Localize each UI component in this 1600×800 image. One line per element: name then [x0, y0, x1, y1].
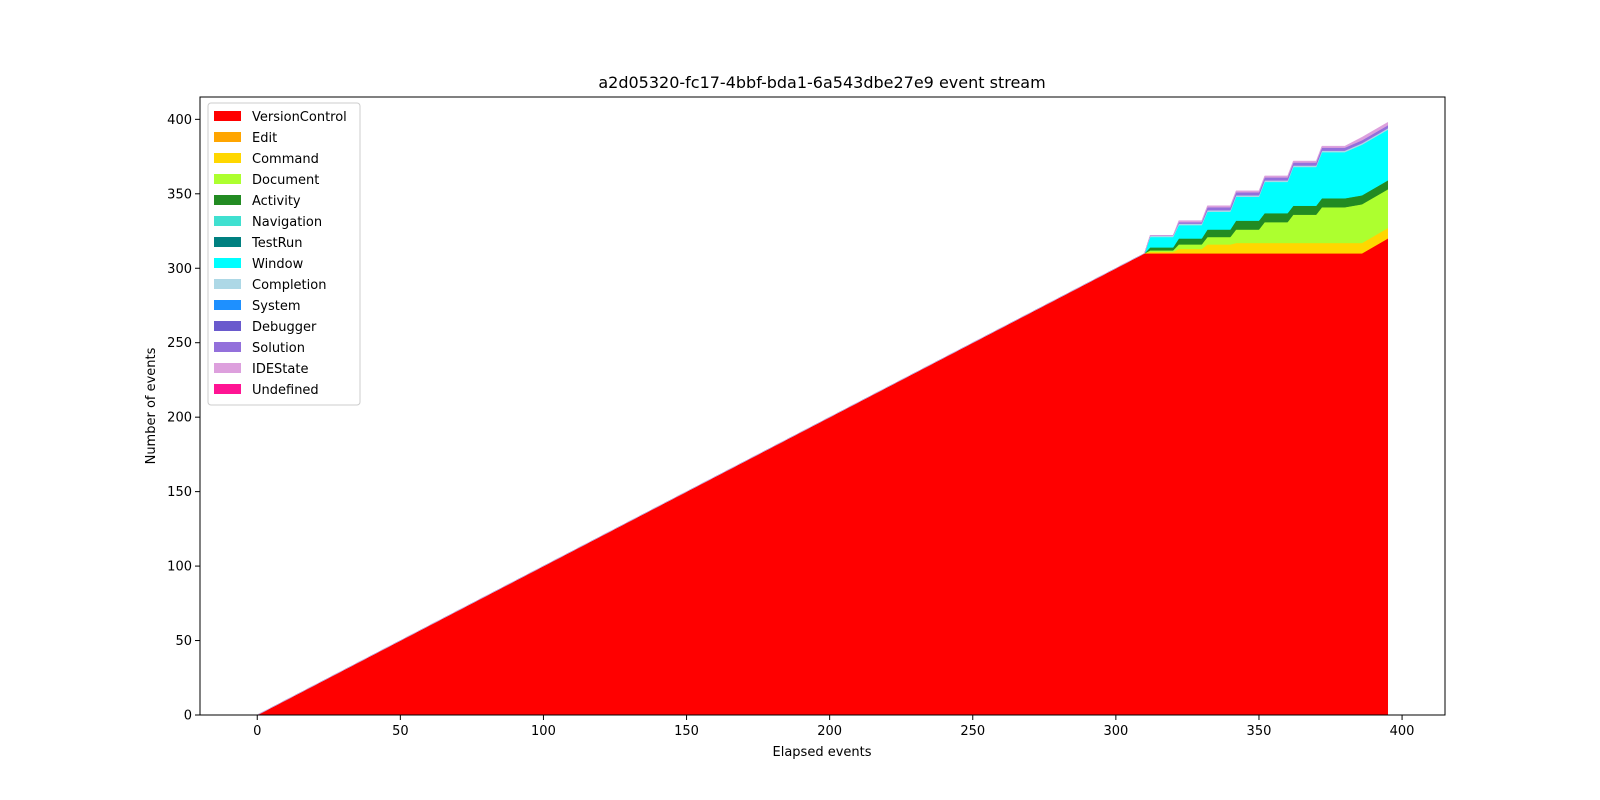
x-tick-label: 400	[1390, 724, 1415, 739]
plot-frame	[199, 96, 1446, 716]
legend: VersionControl Edit Command Document Activit…	[207, 102, 361, 406]
legend-label-window: Window	[252, 257, 304, 272]
x-tick-label: 50	[392, 724, 409, 739]
legend-swatch-document	[214, 174, 241, 184]
legend-label-completion: Completion	[252, 278, 326, 293]
y-tick-label: 200	[167, 411, 192, 426]
area-versioncontrol	[257, 238, 1389, 716]
y-tick-label: 300	[167, 262, 192, 277]
y-tick-label: 350	[167, 187, 192, 202]
y-tick-label: 400	[167, 113, 192, 128]
legend-swatch-completion	[214, 279, 241, 289]
legend-swatch-window	[214, 258, 241, 268]
legend-swatch-undefined	[214, 384, 241, 394]
legend-label-idestate: IDEState	[252, 362, 308, 377]
legend-label-command: Command	[252, 152, 319, 167]
legend-box	[207, 102, 361, 406]
chart-title: a2d05320-fc17-4bbf-bda1-6a543dbe27e9 eve…	[598, 73, 1045, 92]
legend-swatch-idestate	[214, 363, 241, 373]
legend-label-debugger: Debugger	[252, 320, 317, 335]
legend-label-document: Document	[252, 173, 319, 188]
x-tick-label: 150	[674, 724, 699, 739]
x-axis-ticks: 0 50 100 150 200 250 300 350 400	[253, 715, 1414, 739]
legend-label-navigation: Navigation	[252, 215, 322, 230]
legend-label-undefined: Undefined	[252, 383, 319, 398]
legend-swatch-testrun	[214, 237, 241, 247]
legend-swatch-command	[214, 153, 241, 163]
y-tick-label: 250	[167, 336, 192, 351]
legend-swatch-debugger	[214, 321, 241, 331]
y-tick-label: 50	[175, 634, 192, 649]
legend-label-solution: Solution	[252, 341, 305, 356]
legend-swatch-solution	[214, 342, 241, 352]
x-tick-label: 350	[1247, 724, 1272, 739]
legend-swatch-navigation	[214, 216, 241, 226]
x-tick-label: 0	[253, 724, 261, 739]
x-tick-label: 200	[817, 724, 842, 739]
y-axis-ticks: 0 50 100 150 200 250 300 350 400	[167, 113, 200, 724]
x-tick-label: 250	[960, 724, 985, 739]
legend-label-testrun: TestRun	[251, 236, 303, 251]
y-tick-label: 0	[184, 709, 192, 724]
legend-label-activity: Activity	[252, 194, 301, 209]
x-tick-label: 100	[531, 724, 556, 739]
legend-swatch-activity	[214, 195, 241, 205]
legend-label-system: System	[252, 299, 300, 314]
area-idestate	[257, 121, 1389, 716]
y-axis-label: Number of events	[144, 347, 159, 464]
legend-swatch-system	[214, 300, 241, 310]
x-tick-label: 300	[1103, 724, 1128, 739]
legend-label-edit: Edit	[252, 131, 277, 146]
stacked-areas	[257, 121, 1389, 716]
legend-label-versioncontrol: VersionControl	[252, 110, 347, 125]
y-tick-label: 100	[167, 560, 192, 575]
legend-swatch-versioncontrol	[214, 111, 241, 121]
legend-swatch-edit	[214, 132, 241, 142]
y-tick-label: 150	[167, 485, 192, 500]
x-axis-label: Elapsed events	[773, 745, 872, 760]
